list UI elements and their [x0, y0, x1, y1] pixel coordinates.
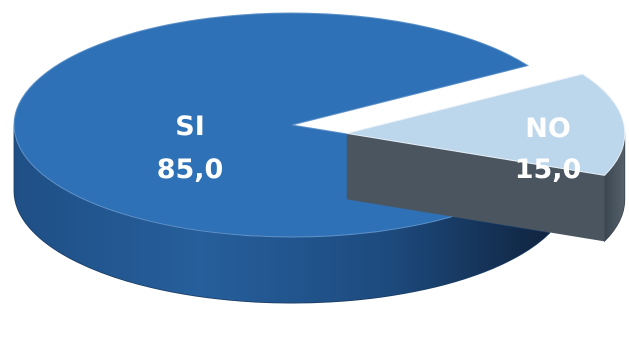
pie-slice-no: NO 15,0 [346, 73, 626, 243]
si-slice-value: 85,0 [157, 154, 224, 185]
no-slice-value: 15,0 [515, 154, 582, 185]
no-slice-top [346, 73, 626, 176]
si-slice-label: SI [175, 111, 205, 142]
no-slice-wall [346, 133, 605, 242]
no-slice-label: NO [525, 113, 571, 144]
